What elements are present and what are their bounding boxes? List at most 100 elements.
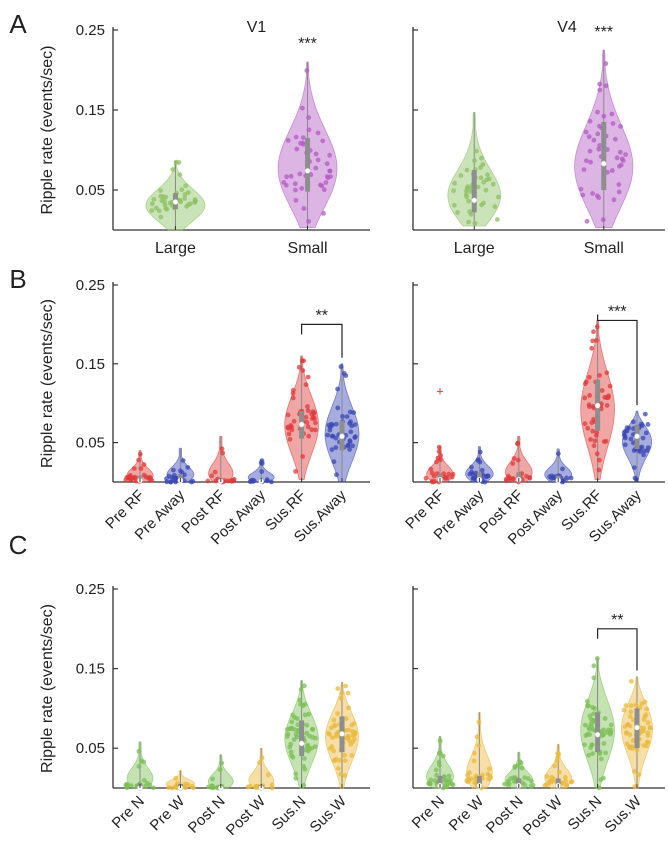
significance-label: ** <box>316 307 328 324</box>
data-point <box>564 475 569 481</box>
data-point <box>591 675 597 681</box>
data-point <box>515 441 520 447</box>
data-point <box>621 707 627 713</box>
data-point <box>300 105 305 111</box>
data-point <box>597 81 603 87</box>
data-point <box>253 785 259 790</box>
data-point <box>153 205 159 211</box>
data-point <box>603 61 609 66</box>
data-point <box>642 713 648 719</box>
panel-label: C <box>9 530 28 560</box>
significance-label: *** <box>594 24 613 41</box>
data-point <box>641 452 646 458</box>
data-point <box>568 779 574 785</box>
significance-bracket <box>597 314 638 406</box>
data-point <box>290 395 296 401</box>
data-point <box>486 766 492 772</box>
y-tick-label: 0.25 <box>76 22 105 39</box>
data-point <box>607 383 613 389</box>
data-point <box>285 425 291 431</box>
data-point <box>599 756 604 762</box>
data-point <box>287 436 293 442</box>
data-point <box>610 121 616 126</box>
data-point <box>476 719 482 725</box>
violin-pre-away <box>164 447 196 485</box>
data-point <box>346 727 351 733</box>
data-point <box>519 765 525 771</box>
data-point <box>581 167 587 173</box>
data-point <box>342 758 348 763</box>
median-marker <box>594 402 601 409</box>
data-point <box>612 136 618 142</box>
data-point <box>429 479 435 484</box>
data-point <box>212 469 218 475</box>
data-point <box>642 411 648 417</box>
data-point <box>180 458 186 463</box>
data-point <box>292 181 298 187</box>
data-point <box>289 719 295 725</box>
data-point <box>603 750 608 756</box>
data-point <box>313 151 319 157</box>
data-point <box>136 748 142 754</box>
data-point <box>627 714 633 719</box>
data-point <box>321 187 327 193</box>
y-tick-label: 0.05 <box>76 740 105 757</box>
x-tick-label: Post N <box>483 793 527 837</box>
data-point <box>467 189 473 195</box>
data-point <box>563 774 568 780</box>
data-point <box>474 734 480 740</box>
data-point <box>614 155 620 161</box>
data-point <box>472 475 478 481</box>
data-point <box>348 429 354 435</box>
data-point <box>504 478 509 484</box>
y-axis-label: Ripple rate (events/sec) <box>39 604 56 773</box>
data-point <box>315 130 321 136</box>
violin-pre-away <box>465 446 494 485</box>
data-point <box>141 462 147 467</box>
data-point <box>348 419 353 425</box>
data-point <box>630 419 636 425</box>
data-point <box>609 111 615 117</box>
data-point <box>530 782 536 788</box>
data-point <box>326 422 332 428</box>
data-point <box>601 113 607 119</box>
data-point <box>469 469 475 475</box>
data-point <box>428 777 434 783</box>
data-point <box>441 774 447 780</box>
data-point <box>138 466 144 471</box>
data-point <box>587 713 593 719</box>
median-marker <box>634 724 640 731</box>
violin-pre-rf <box>423 388 456 485</box>
data-point <box>284 174 289 180</box>
data-point <box>304 68 310 73</box>
data-point <box>349 722 355 728</box>
data-point <box>477 459 483 465</box>
data-point <box>209 473 215 479</box>
data-point <box>479 467 485 473</box>
data-point <box>472 221 478 226</box>
data-point <box>257 760 262 765</box>
chart-title: V1 <box>247 19 267 36</box>
violin-post-w <box>245 747 275 791</box>
data-point <box>611 197 617 203</box>
data-point <box>584 218 590 224</box>
data-point <box>633 702 639 708</box>
data-point <box>622 724 628 730</box>
data-point <box>313 165 319 171</box>
data-point <box>583 379 589 385</box>
data-point <box>585 425 591 431</box>
data-point <box>158 188 164 194</box>
data-point <box>564 783 569 789</box>
data-point <box>304 420 310 425</box>
data-point <box>591 443 597 449</box>
data-point <box>617 149 623 155</box>
data-point <box>601 439 607 444</box>
data-point <box>639 444 645 450</box>
data-point <box>151 196 157 202</box>
data-point <box>225 478 231 484</box>
data-point <box>434 459 439 465</box>
data-point <box>446 773 452 779</box>
iqr-box <box>305 138 311 192</box>
data-point <box>250 477 256 483</box>
data-point <box>464 185 470 191</box>
